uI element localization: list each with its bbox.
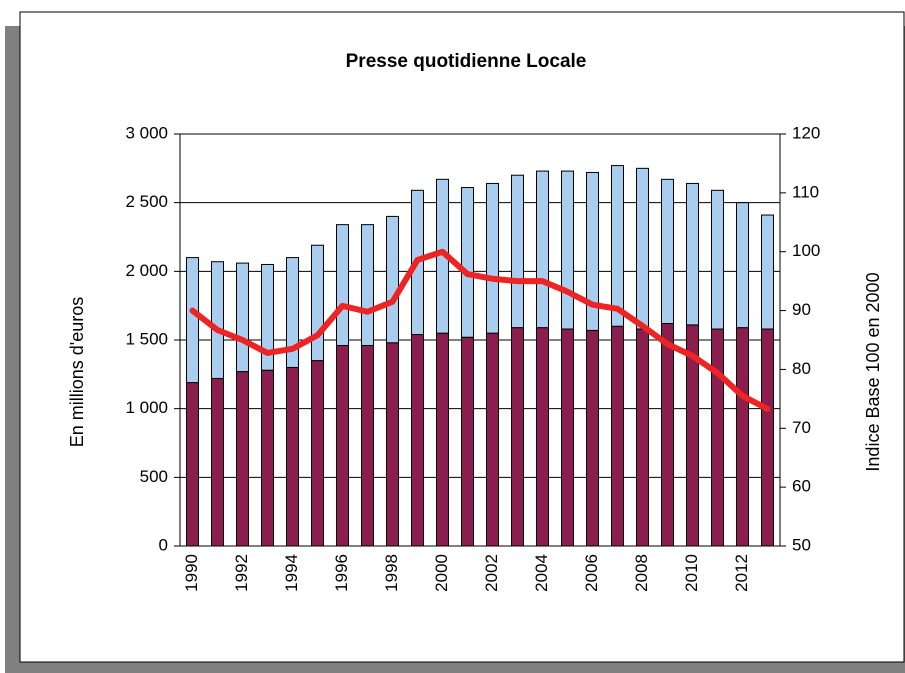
bar	[686, 182, 699, 326]
y-tick-label: 500	[140, 467, 168, 486]
bar	[761, 214, 774, 330]
y-tick-label: 0	[159, 535, 168, 554]
bar	[586, 329, 599, 547]
bar	[286, 257, 299, 368]
y-tick-label: 3 000	[125, 123, 168, 142]
bar	[236, 371, 249, 547]
x-tick-label: 2012	[732, 554, 751, 592]
x-tick-label: 1994	[282, 554, 301, 592]
bar	[561, 328, 574, 547]
bar	[311, 360, 324, 547]
bar	[611, 325, 624, 547]
y2-tick-label: 120	[792, 123, 820, 142]
bar	[536, 170, 549, 329]
x-tick-label: 1990	[182, 554, 201, 592]
bar	[736, 327, 749, 547]
bar	[261, 369, 274, 547]
bar	[661, 178, 674, 325]
bar	[586, 171, 599, 331]
x-tick-label: 2000	[432, 554, 451, 592]
bar	[336, 344, 349, 547]
y2-tick-label: 90	[792, 300, 811, 319]
line	[189, 248, 771, 412]
bar	[461, 336, 474, 547]
bar	[361, 344, 374, 547]
x-tick-label: 2004	[532, 554, 551, 592]
bar	[336, 224, 349, 346]
x-tick-label: 2010	[682, 554, 701, 592]
bar	[286, 366, 299, 547]
x-tick-label: 1996	[332, 554, 351, 592]
x-tick-label: 1992	[232, 554, 251, 592]
bar	[186, 257, 199, 384]
y-tick-label: 2 000	[125, 261, 168, 280]
bar	[486, 182, 499, 334]
chart-title: Presse quotidienne Locale	[346, 51, 587, 72]
bar	[711, 328, 724, 547]
bar	[636, 167, 649, 330]
bar	[661, 323, 674, 547]
bar	[386, 342, 399, 547]
bar	[411, 334, 424, 547]
bar	[386, 215, 399, 344]
bar	[736, 202, 749, 329]
bar	[761, 328, 774, 547]
y2-tick-label: 70	[792, 418, 811, 437]
bar	[611, 165, 624, 327]
bar	[561, 170, 574, 330]
bar	[636, 328, 649, 547]
y2-tick-label: 100	[792, 241, 820, 260]
bar	[536, 327, 549, 547]
y-tick-label: 1 000	[125, 398, 168, 417]
y-axis-label: En millions d'euros	[67, 297, 87, 448]
y2-tick-label: 80	[792, 359, 811, 378]
x-tick-label: 2008	[632, 554, 651, 592]
y2-axis-label: Indice Base 100 en 2000	[863, 272, 883, 471]
bar	[186, 382, 199, 547]
bar	[361, 224, 374, 346]
bar	[211, 377, 224, 547]
x-tick-label: 2002	[482, 554, 501, 592]
y2-tick-label: 110	[792, 182, 819, 201]
y-tick-label: 2 500	[125, 192, 168, 211]
x-tick-label: 2006	[582, 554, 601, 592]
x-tick-label: 1998	[382, 554, 401, 592]
y-tick-label: 1 500	[125, 329, 168, 348]
bar	[211, 261, 224, 379]
y2-tick-label: 50	[792, 535, 811, 554]
bar	[461, 187, 474, 338]
bar	[511, 327, 524, 547]
bar	[486, 332, 499, 547]
bar	[436, 332, 449, 547]
bar	[261, 263, 274, 371]
bar	[311, 244, 324, 362]
bar	[711, 189, 724, 330]
bar	[236, 262, 249, 373]
y2-tick-label: 60	[792, 477, 811, 496]
bar	[511, 174, 524, 329]
